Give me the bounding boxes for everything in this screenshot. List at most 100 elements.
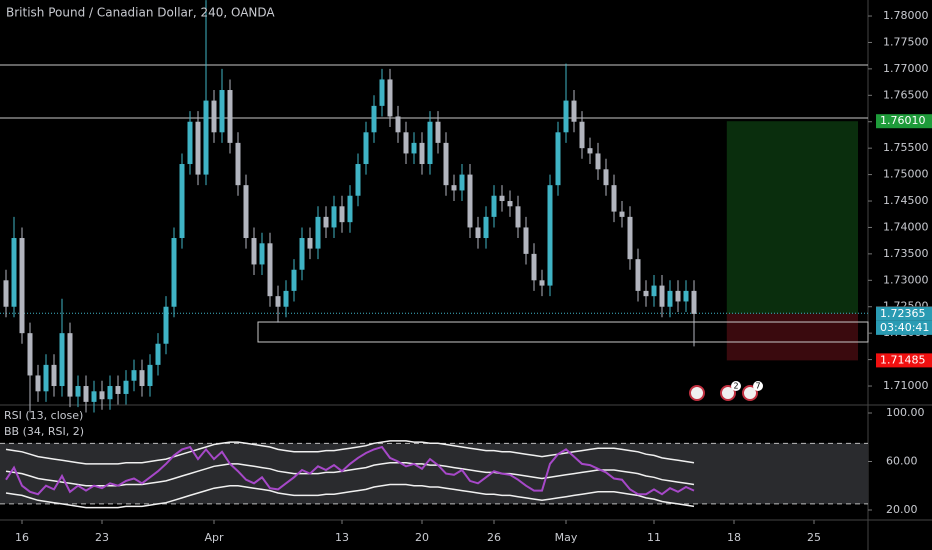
- candle-body: [139, 370, 145, 387]
- y-tick-label: 1.76500: [883, 88, 929, 101]
- rsi-line: [5, 445, 695, 496]
- candle-body: [571, 100, 577, 122]
- price-tag: [876, 306, 932, 321]
- candle-body: [227, 90, 233, 143]
- x-tick-label: 23: [95, 531, 109, 544]
- candle-body: [531, 253, 537, 281]
- y-tick-label: 1.75500: [883, 141, 929, 154]
- candle-body: [307, 238, 313, 249]
- event-badge-label: 2: [733, 382, 738, 391]
- candle-body: [331, 206, 337, 228]
- rsi-band: [0, 443, 868, 504]
- event-badge-label: 7: [755, 382, 760, 391]
- candle-body: [683, 290, 689, 302]
- price-tag: [876, 114, 932, 129]
- candle-body: [579, 121, 585, 149]
- candle-body: [395, 116, 401, 133]
- candle-body: [507, 201, 513, 207]
- candle-body: [403, 132, 409, 154]
- candle-body: [635, 259, 641, 291]
- candle-body: [371, 105, 377, 133]
- candle-body: [171, 238, 177, 307]
- candle-body: [427, 121, 433, 165]
- candle-body: [499, 195, 505, 202]
- candle-body: [467, 174, 473, 228]
- candle-body: [195, 121, 201, 175]
- y-tick-label: 1.77000: [883, 62, 929, 75]
- candle-body: [651, 285, 657, 297]
- candle-body: [339, 206, 345, 223]
- candle-body: [3, 280, 9, 307]
- candle-body: [643, 290, 649, 297]
- candle-body: [555, 132, 561, 186]
- candle-body: [123, 380, 129, 394]
- y-tick-label: 1.73000: [883, 273, 929, 286]
- candle-body: [627, 216, 633, 260]
- candle-body: [355, 164, 361, 196]
- price-tag-label: 1.71485: [880, 353, 926, 366]
- candle-body: [147, 364, 153, 387]
- candle-body: [483, 216, 489, 239]
- candle-body: [291, 269, 297, 291]
- candle-body: [379, 79, 385, 106]
- candle-body: [315, 216, 321, 249]
- candle-body: [411, 142, 417, 154]
- countdown-tag: [876, 320, 932, 335]
- candle-body: [451, 185, 457, 191]
- y-tick-label: 1.78000: [883, 9, 929, 22]
- y-tick-label: 1.74500: [883, 194, 929, 207]
- candle-body: [35, 375, 41, 392]
- candle-body: [107, 386, 113, 400]
- indicator-label: RSI (13, close): [4, 409, 83, 422]
- candle-body: [387, 79, 393, 117]
- candle-body: [155, 343, 161, 365]
- x-tick-label: 11: [647, 531, 661, 544]
- candle-body: [347, 195, 353, 223]
- chart-title: British Pound / Canadian Dollar, 240, OA…: [6, 6, 275, 20]
- x-tick-label: 13: [335, 531, 349, 544]
- event-badge: [753, 381, 763, 391]
- y-tick-label: 1.77500: [883, 35, 929, 48]
- bb-lower: [5, 483, 695, 509]
- candle-body: [259, 243, 265, 265]
- candle-body: [43, 364, 49, 392]
- x-tick-label: May: [555, 531, 578, 544]
- y-tick-label: 1.73500: [883, 247, 929, 260]
- candle-body: [51, 364, 57, 387]
- candle-body: [219, 90, 225, 133]
- rsi-y-tick-label: 20.00: [886, 503, 918, 516]
- loss-zone: [726, 313, 858, 361]
- candle-body: [491, 195, 497, 217]
- candle-body: [99, 391, 105, 400]
- candle-body: [203, 100, 209, 175]
- candle-body: [131, 370, 137, 381]
- candle-body: [523, 227, 529, 254]
- candle-body: [675, 290, 681, 302]
- candle-body: [475, 227, 481, 239]
- candle-body: [659, 285, 665, 307]
- y-tick-label: 1.75000: [883, 168, 929, 181]
- candle-body: [595, 153, 601, 170]
- candle-body: [363, 132, 369, 165]
- price-tag-label: 1.76010: [880, 114, 926, 127]
- candle-body: [563, 100, 569, 133]
- candle-body: [67, 333, 73, 397]
- candle-body: [611, 185, 617, 212]
- candle-body: [251, 238, 257, 265]
- profit-zone: [726, 121, 858, 314]
- candle-body: [91, 391, 97, 402]
- candle-body: [275, 296, 281, 307]
- candle-body: [515, 206, 521, 228]
- candle-body: [323, 216, 329, 228]
- rsi-y-tick-label: 100.00: [886, 406, 925, 419]
- bb-middle: [5, 461, 695, 487]
- candle-body: [83, 386, 89, 402]
- candle-body: [11, 238, 17, 307]
- candle-body: [435, 121, 441, 143]
- x-tick-label: Apr: [204, 531, 224, 544]
- candle-body: [211, 100, 217, 133]
- support-zone: [257, 321, 869, 343]
- candle-body: [19, 238, 25, 334]
